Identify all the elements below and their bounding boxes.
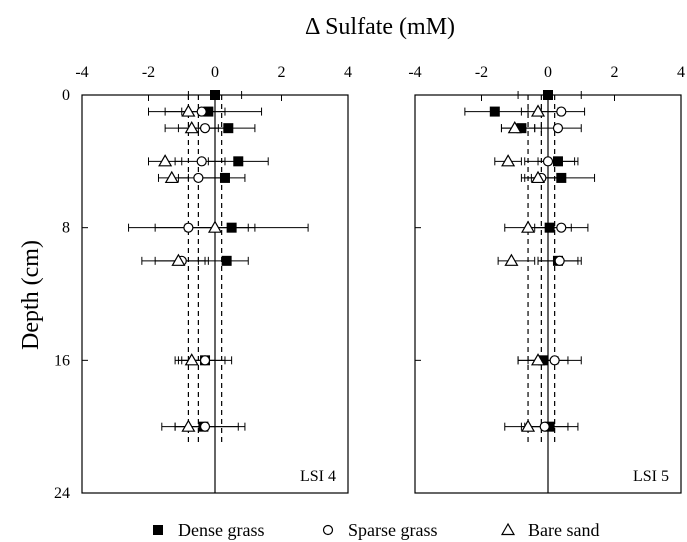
data-point	[556, 106, 567, 117]
data-point	[542, 156, 554, 167]
x-tick-label: -2	[475, 64, 488, 81]
data-point	[221, 255, 232, 266]
data-point	[219, 172, 230, 183]
data-point	[210, 90, 220, 100]
data-point	[501, 154, 516, 167]
figure-title: Δ Sulfate (mM)	[305, 14, 455, 40]
y-tick-label: 0	[62, 87, 70, 104]
x-tick-label: -4	[408, 64, 421, 81]
legend-item: Bare sand	[500, 520, 599, 540]
data-point	[184, 353, 199, 366]
x-tick-label: 4	[677, 64, 685, 81]
data-point	[223, 123, 234, 134]
data-point	[530, 104, 546, 117]
x-tick-label: 0	[544, 64, 552, 81]
data-point	[203, 106, 214, 117]
data-point	[539, 421, 550, 432]
data-point	[196, 106, 207, 117]
y-tick-label: 24	[54, 485, 70, 502]
data-point	[233, 156, 244, 167]
data-point	[530, 170, 546, 184]
y-axis-label: Depth (cm)	[18, 240, 44, 350]
data-point	[164, 170, 179, 184]
data-point	[158, 154, 173, 167]
legend-label: Sparse grass	[348, 520, 437, 540]
legend-marker	[153, 525, 163, 535]
data-point	[549, 355, 560, 366]
legend: Dense grass Sparse grass Bare sand	[153, 520, 599, 540]
data-point	[554, 255, 565, 266]
data-point	[199, 123, 211, 134]
legend-label: Dense grass	[178, 520, 264, 540]
data-point	[521, 220, 536, 233]
data-point	[199, 421, 211, 432]
data-point	[489, 106, 500, 117]
legend-label: Bare sand	[528, 520, 599, 540]
data-point	[226, 222, 237, 233]
x-tick-label: 2	[611, 64, 619, 81]
data-point	[507, 120, 522, 134]
y-tick-label: 8	[62, 220, 70, 237]
x-tick-label: -4	[75, 64, 88, 81]
legend-item: Dense grass	[153, 520, 264, 540]
data-point	[207, 220, 223, 233]
x-tick-label: 4	[344, 64, 352, 81]
data-point	[193, 172, 204, 184]
data-point	[552, 156, 563, 167]
x-tick-label: 2	[278, 64, 286, 81]
data-point	[538, 355, 549, 366]
data-point	[556, 172, 567, 183]
x-tick-label: 0	[211, 64, 219, 81]
data-point	[544, 222, 555, 233]
legend-item: Sparse grass	[322, 520, 437, 540]
data-point	[552, 123, 564, 134]
data-point	[516, 123, 527, 134]
data-point	[504, 253, 519, 266]
data-point	[184, 120, 199, 134]
data-point	[183, 222, 194, 233]
legend-marker	[500, 522, 516, 536]
legend-marker	[322, 524, 334, 536]
data-point	[199, 355, 211, 366]
panel-2: -4 -2 0 2 4 LSI 5	[408, 64, 685, 494]
data-point	[543, 90, 553, 100]
panel-label: LSI 4	[300, 468, 336, 485]
y-tick-label: 16	[54, 352, 70, 369]
data-point	[181, 104, 196, 117]
data-point	[171, 253, 186, 266]
panel-label: LSI 5	[633, 468, 669, 485]
data-point	[196, 156, 207, 167]
x-tick-label: -2	[142, 64, 155, 81]
data-point	[181, 419, 196, 432]
data-point	[521, 419, 536, 432]
data-point	[530, 353, 546, 366]
data-point	[556, 222, 567, 233]
